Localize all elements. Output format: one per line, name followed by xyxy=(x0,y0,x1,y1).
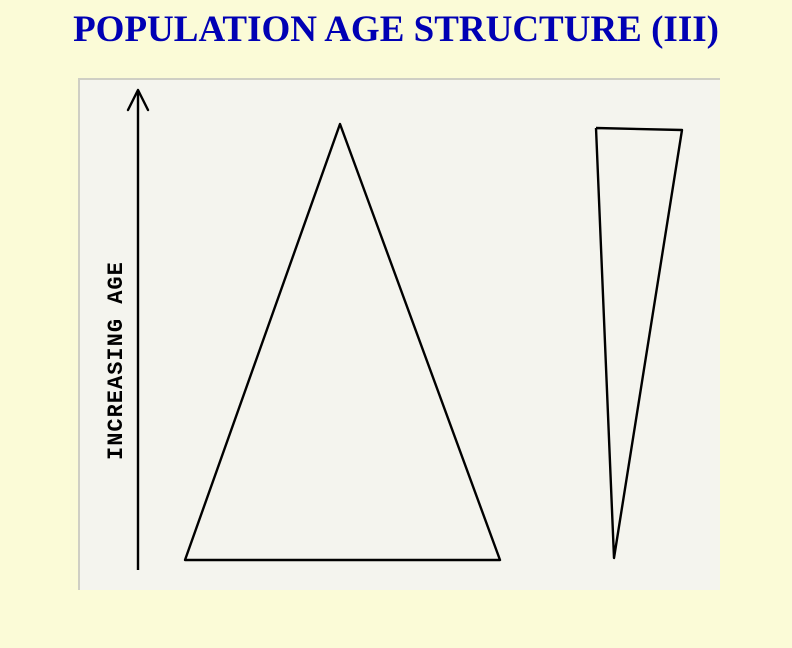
triangle-inverted xyxy=(596,128,682,558)
triangle-upward xyxy=(185,124,500,560)
diagram-svg xyxy=(0,0,792,648)
y-axis-arrow xyxy=(128,90,148,570)
page-root: POPULATION AGE STRUCTURE (III) INCREASIN… xyxy=(0,0,792,648)
